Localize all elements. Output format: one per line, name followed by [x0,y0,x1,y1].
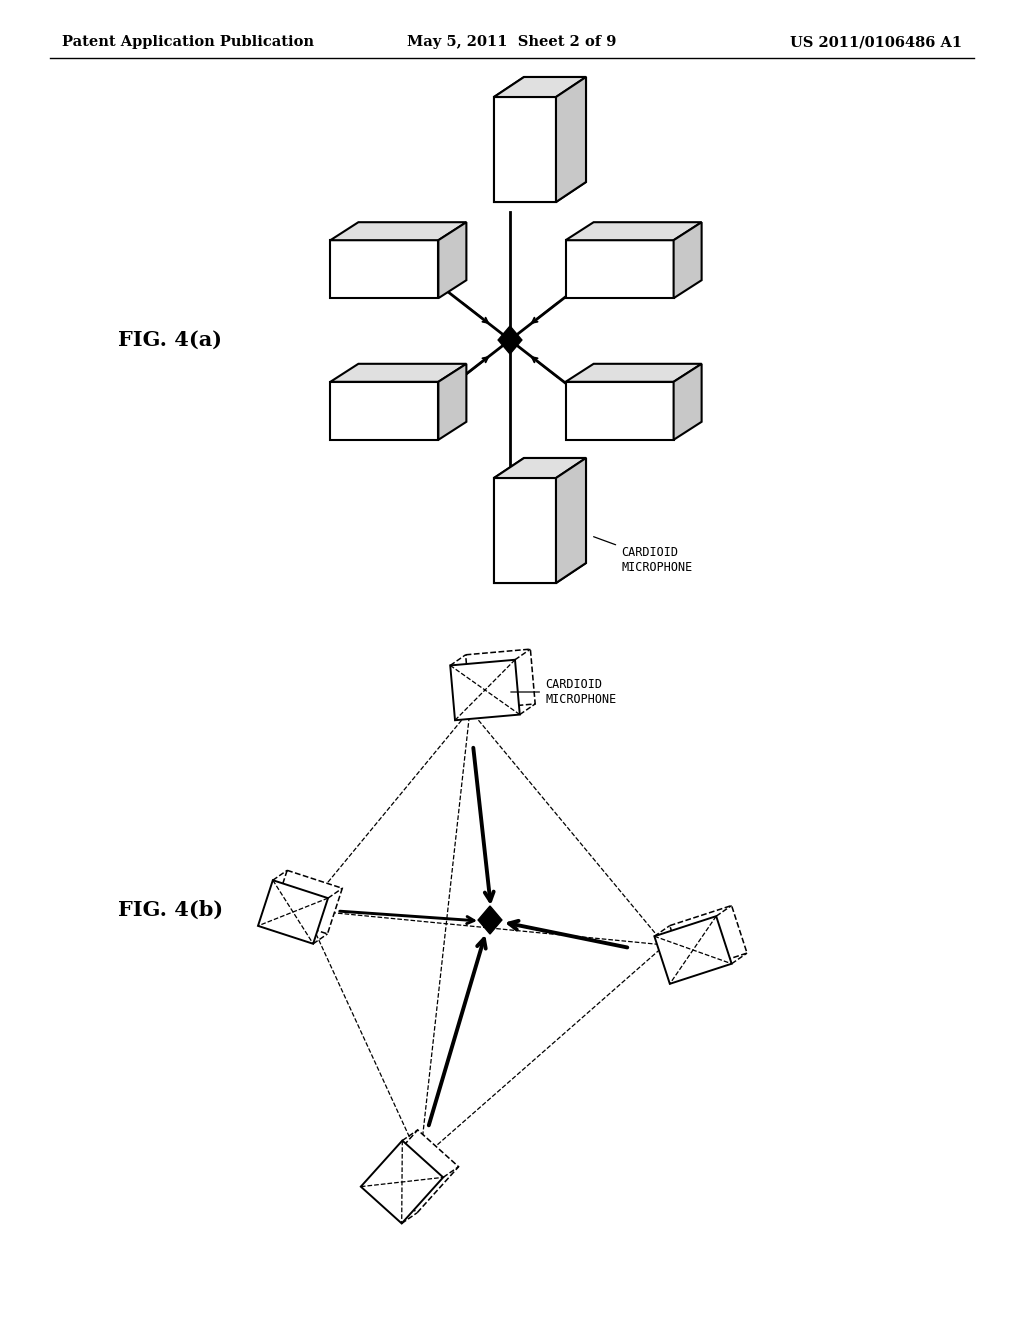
Polygon shape [494,458,586,478]
Polygon shape [494,478,556,583]
Polygon shape [331,364,466,381]
Polygon shape [674,222,701,298]
Polygon shape [258,880,328,944]
Polygon shape [670,906,748,973]
Polygon shape [498,326,522,354]
Text: FIG. 4(b): FIG. 4(b) [118,900,223,920]
Polygon shape [272,870,342,935]
Polygon shape [494,96,556,202]
Polygon shape [565,381,674,440]
Text: May 5, 2011  Sheet 2 of 9: May 5, 2011 Sheet 2 of 9 [408,36,616,49]
Polygon shape [654,916,731,983]
Polygon shape [565,240,674,298]
Polygon shape [556,458,586,583]
Text: CARDIOID
MICROPHONE: CARDIOID MICROPHONE [511,678,616,706]
Polygon shape [331,222,466,240]
Polygon shape [556,458,586,583]
Polygon shape [466,649,536,710]
Polygon shape [478,906,502,935]
Polygon shape [556,77,586,202]
Polygon shape [438,222,466,298]
Polygon shape [331,381,438,440]
Polygon shape [565,222,701,240]
Polygon shape [451,660,520,721]
Polygon shape [556,77,586,202]
Polygon shape [331,240,438,298]
Text: US 2011/0106486 A1: US 2011/0106486 A1 [790,36,962,49]
Polygon shape [494,77,586,96]
Polygon shape [494,77,586,96]
Polygon shape [565,364,701,381]
Polygon shape [494,478,556,583]
Polygon shape [438,364,466,440]
Polygon shape [376,1130,459,1213]
Polygon shape [494,96,556,202]
Polygon shape [674,364,701,440]
Text: Patent Application Publication: Patent Application Publication [62,36,314,49]
Polygon shape [360,1140,443,1224]
Text: CARDIOID
MICROPHONE: CARDIOID MICROPHONE [594,537,692,574]
Text: FIG. 4(a): FIG. 4(a) [118,330,222,350]
Polygon shape [494,458,586,478]
